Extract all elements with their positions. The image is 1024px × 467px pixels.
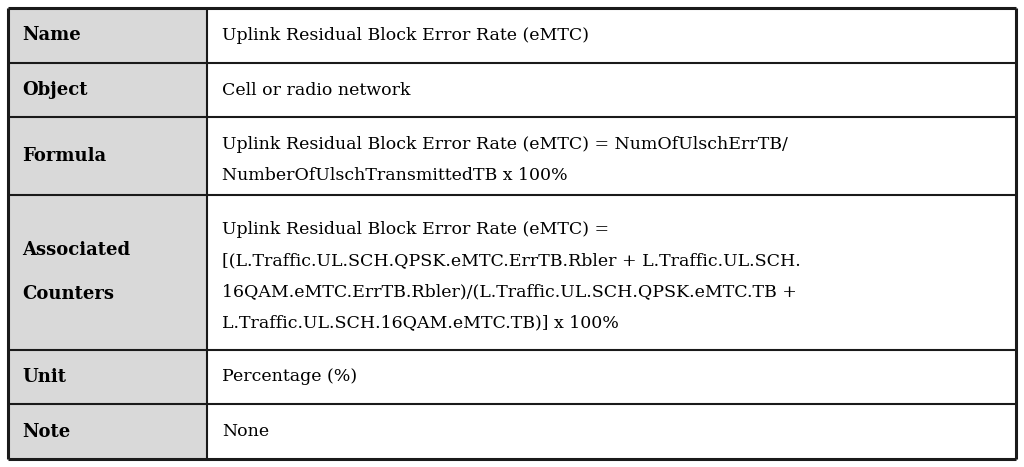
Bar	[207, 8, 1016, 63]
Bar	[207, 117, 1016, 195]
Bar	[8, 8, 207, 63]
Text: Unit: Unit	[22, 368, 66, 386]
Text: Name: Name	[22, 26, 81, 44]
Text: None: None	[222, 423, 269, 440]
Bar	[207, 350, 1016, 404]
Bar	[8, 404, 207, 459]
Bar	[207, 404, 1016, 459]
Bar	[8, 117, 207, 195]
Text: Associated: Associated	[22, 241, 130, 259]
Bar	[207, 195, 1016, 350]
Text: Cell or radio network: Cell or radio network	[222, 82, 411, 99]
Bar	[207, 63, 1016, 117]
Text: Counters: Counters	[22, 285, 114, 304]
Text: L.Traffic.UL.SCH.16QAM.eMTC.TB)] x 100%: L.Traffic.UL.SCH.16QAM.eMTC.TB)] x 100%	[222, 314, 620, 331]
Text: NumberOfUlschTransmittedTB x 100%: NumberOfUlschTransmittedTB x 100%	[222, 167, 568, 184]
Text: [(L.Traffic.UL.SCH.QPSK.eMTC.ErrTB.Rbler + L.Traffic.UL.SCH.: [(L.Traffic.UL.SCH.QPSK.eMTC.ErrTB.Rbler…	[222, 252, 801, 269]
Bar	[8, 350, 207, 404]
Text: Uplink Residual Block Error Rate (eMTC) = NumOfUlschErrTB/: Uplink Residual Block Error Rate (eMTC) …	[222, 136, 788, 153]
Text: Uplink Residual Block Error Rate (eMTC): Uplink Residual Block Error Rate (eMTC)	[222, 27, 590, 44]
Text: Object: Object	[22, 81, 87, 99]
Text: 16QAM.eMTC.ErrTB.Rbler)/(L.Traffic.UL.SCH.QPSK.eMTC.TB +: 16QAM.eMTC.ErrTB.Rbler)/(L.Traffic.UL.SC…	[222, 283, 798, 300]
Bar	[8, 63, 207, 117]
Text: Formula: Formula	[22, 147, 106, 165]
Text: Percentage (%): Percentage (%)	[222, 368, 357, 385]
Text: Uplink Residual Block Error Rate (eMTC) =: Uplink Residual Block Error Rate (eMTC) …	[222, 221, 609, 238]
Text: Note: Note	[22, 423, 71, 441]
Bar	[8, 195, 207, 350]
